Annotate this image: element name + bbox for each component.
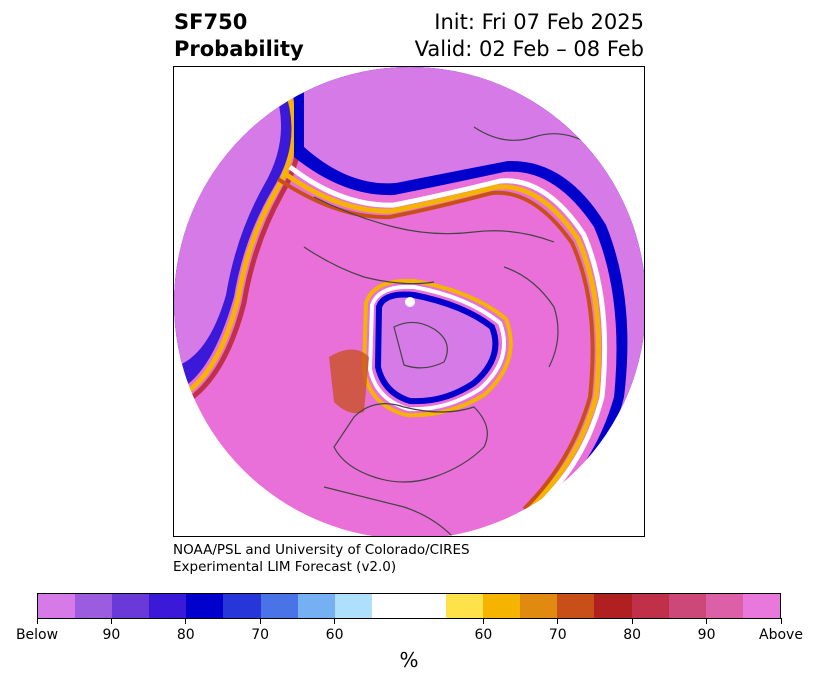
polar-yellow-ring <box>361 278 513 418</box>
colorbar-tick-label: 90 <box>102 627 121 643</box>
colorbar-segment <box>371 594 409 618</box>
colorbar-tick-label: 60 <box>474 627 493 643</box>
colorbar-segment <box>631 594 669 618</box>
polar-below-region <box>374 291 499 405</box>
north-pole-marker <box>405 297 415 307</box>
colorbar-tick <box>706 618 708 624</box>
colorbar-segment <box>260 594 298 618</box>
colorbar-segment <box>75 594 113 618</box>
colorbar-segment <box>483 594 521 618</box>
colorbar-tick <box>334 618 336 624</box>
colorbar-segment <box>223 594 261 618</box>
init-date: Init: Fri 07 Feb 2025 <box>434 10 644 34</box>
northern-white-edge <box>288 165 608 509</box>
colorbar-segment <box>334 594 372 618</box>
polar-map <box>174 67 644 536</box>
colorbar-tick <box>482 618 484 624</box>
title-right: Init: Fri 07 Feb 2025 Valid: 02 Feb – 08… <box>415 9 644 63</box>
pacific-warm-edge <box>184 86 297 396</box>
title-left: SF750 Probability <box>174 9 304 63</box>
credit: NOAA/PSL and University of Colorado/CIRE… <box>173 542 470 576</box>
rockies-warm-tongue <box>329 349 369 414</box>
colorbar-segment <box>557 594 595 618</box>
valid-range: Valid: 02 Feb – 08 Feb <box>414 37 644 61</box>
colorbar <box>37 593 781 619</box>
colorbar-tick <box>780 618 782 624</box>
colorbar-tick-label: Above <box>759 627 803 643</box>
map-frame <box>173 66 645 537</box>
colorbar-tick-label: 60 <box>325 627 344 643</box>
colorbar-tick-label: Below <box>15 627 59 643</box>
colorbar-segment <box>594 594 632 618</box>
colorbar-tick-label: 80 <box>176 627 195 643</box>
colorbar-segment <box>668 594 706 618</box>
colorbar-tick <box>185 618 187 624</box>
colorbar-segment <box>520 594 558 618</box>
colorbar-segment <box>742 594 780 618</box>
colorbar-label: % <box>399 648 419 672</box>
colorbar-segment <box>149 594 187 618</box>
northern-yellow-edge <box>282 170 602 509</box>
credit-line-1: NOAA/PSL and University of Colorado/CIRE… <box>173 542 470 558</box>
credit-line-2: Experimental LIM Forecast (v2.0) <box>173 559 397 575</box>
colorbar-segment <box>297 594 335 618</box>
colorbar-tick <box>557 618 559 624</box>
colorbar-tick <box>631 618 633 624</box>
colorbar-tick <box>36 618 38 624</box>
northern-red-edge <box>276 177 595 511</box>
colorbar-segment <box>705 594 743 618</box>
colorbar-tick <box>259 618 261 624</box>
variable-type: Probability <box>174 37 304 61</box>
colorbar-tick-label: 70 <box>548 627 567 643</box>
colorbar-tick-label: 90 <box>697 627 716 643</box>
colorbar-segment <box>112 594 150 618</box>
colorbar-segment <box>186 594 224 618</box>
colorbar-segment <box>446 594 484 618</box>
northern-band-blue <box>294 67 644 536</box>
colorbar-tick-label: 70 <box>251 627 270 643</box>
variable-name: SF750 <box>174 10 248 34</box>
colorbar-tick-label: 80 <box>623 627 642 643</box>
colorbar-tick <box>110 618 112 624</box>
colorbar-segment <box>408 594 447 618</box>
colorbar-segment <box>38 594 76 618</box>
